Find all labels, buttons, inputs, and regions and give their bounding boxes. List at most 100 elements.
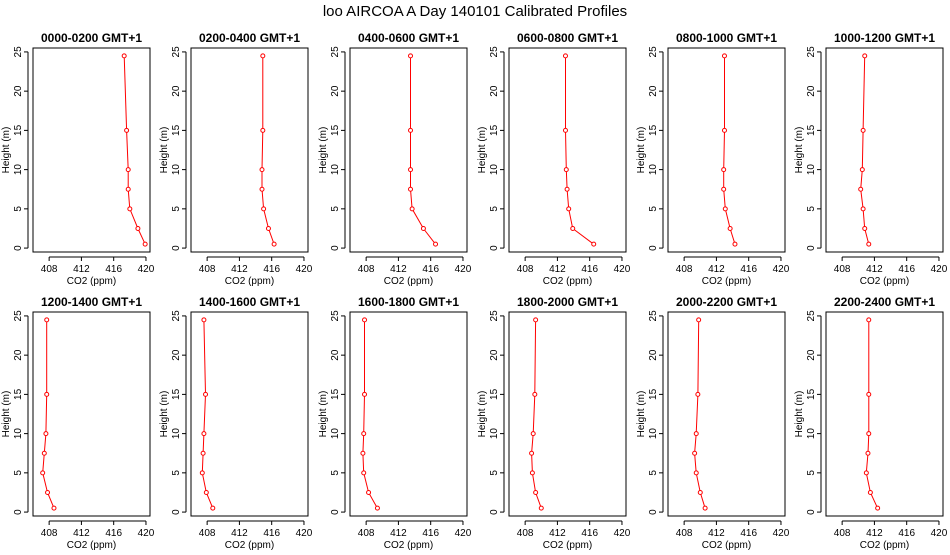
x-tick-label: 420 [455,264,472,275]
y-tick-label: 0 [806,509,817,515]
data-point [862,53,868,59]
data-point [721,186,727,192]
panel-title: 1400-1600 GMT+1 [199,295,300,309]
x-tick-label: 412 [231,264,248,275]
y-tick-label: 0 [330,509,341,515]
data-point [409,206,415,212]
data-point [51,505,57,511]
y-tick-label: 25 [13,310,24,322]
x-tick-label: 420 [614,264,631,275]
panel-0: 0000-0200 GMT+1 408 412 416 420 CO2 (ppm) 0 5 10… [1,31,155,287]
y-tick-label: 25 [171,46,182,58]
y-axis-label: Height (m) [477,127,488,174]
x-tick-label: 408 [41,264,58,275]
x-tick-label: 416 [740,528,757,539]
x-tick-label: 416 [263,528,280,539]
y-tick-label: 5 [806,206,817,212]
data-point [408,186,414,192]
y-tick-label: 10 [489,164,500,176]
x-tick-label: 420 [773,264,790,275]
y-axis-label: Height (m) [159,127,170,174]
data-point [362,391,368,397]
data-point [260,127,266,133]
panel-title: 0000-0200 GMT+1 [41,31,142,45]
data-point [564,186,570,192]
y-axis-label: Height (m) [1,127,12,174]
data-point [210,505,216,511]
y-tick-label: 5 [330,206,341,212]
y-tick-label: 25 [806,46,817,58]
data-point [271,241,277,247]
y-tick-label: 10 [330,428,341,440]
data-point [530,431,536,437]
y-tick-label: 0 [489,245,500,251]
data-point [135,225,141,231]
y-tick-label: 5 [171,206,182,212]
profile-line [565,55,594,245]
y-tick-label: 10 [489,428,500,440]
x-tick-label: 412 [73,264,90,275]
data-point [562,127,568,133]
panel-10: 2000-2200 GMT+1 408 412 416 420 CO2 (ppm) 0 5 10… [636,295,790,551]
plot-frame [825,47,944,253]
data-point [533,317,539,323]
data-point [591,241,597,247]
y-tick-label: 20 [806,85,817,97]
y-tick-label: 15 [330,388,341,400]
panel-title: 1600-1800 GMT+1 [358,295,459,309]
x-tick-label: 412 [708,264,725,275]
data-point [408,53,414,59]
x-axis-label: CO2 (ppm) [384,276,433,287]
y-tick-label: 15 [489,124,500,136]
x-axis-label: CO2 (ppm) [860,276,909,287]
x-tick-label: 412 [390,528,407,539]
data-point [692,450,698,456]
panel-6: 1200-1400 GMT+1 408 412 416 420 CO2 (ppm) 0 5 10… [1,295,155,551]
x-tick-label: 420 [931,528,948,539]
data-point [732,241,738,247]
y-tick-label: 0 [13,245,24,251]
profile-line [261,55,275,245]
y-tick-label: 15 [171,388,182,400]
y-tick-label: 0 [330,245,341,251]
profile-line [860,55,870,245]
data-point [200,450,206,456]
data-point [125,186,131,192]
panel-5: 1000-1200 GMT+1 408 412 416 420 CO2 (ppm) 0 5 10… [794,31,948,287]
x-tick-label: 420 [773,528,790,539]
x-axis-label: CO2 (ppm) [860,540,909,550]
x-tick-label: 412 [73,528,90,539]
plot-frame [190,311,309,517]
data-point [532,391,538,397]
data-point [566,206,572,212]
data-point [408,127,414,133]
data-point [866,317,872,323]
profile-line [410,55,436,245]
data-point [203,489,209,495]
y-tick-label: 5 [648,470,659,476]
profile-line [362,319,378,509]
panel-title: 0400-0600 GMT+1 [358,31,459,45]
x-tick-label: 408 [517,264,534,275]
data-point [533,489,539,495]
y-tick-label: 25 [489,46,500,58]
x-tick-label: 408 [517,528,534,539]
y-tick-label: 15 [489,388,500,400]
x-tick-label: 420 [296,528,313,539]
x-axis-label: CO2 (ppm) [543,276,592,287]
y-tick-label: 20 [489,85,500,97]
panel-title: 0200-0400 GMT+1 [199,31,300,45]
y-tick-label: 0 [648,509,659,515]
x-axis-label: CO2 (ppm) [702,276,751,287]
x-tick-label: 408 [676,528,693,539]
x-tick-label: 416 [422,264,439,275]
data-point [121,53,127,59]
y-tick-label: 10 [806,164,817,176]
x-tick-label: 416 [898,264,915,275]
plot-frame [667,311,786,517]
y-tick-label: 0 [806,245,817,251]
data-point [860,206,866,212]
data-point [203,391,209,397]
y-tick-label: 25 [171,310,182,322]
